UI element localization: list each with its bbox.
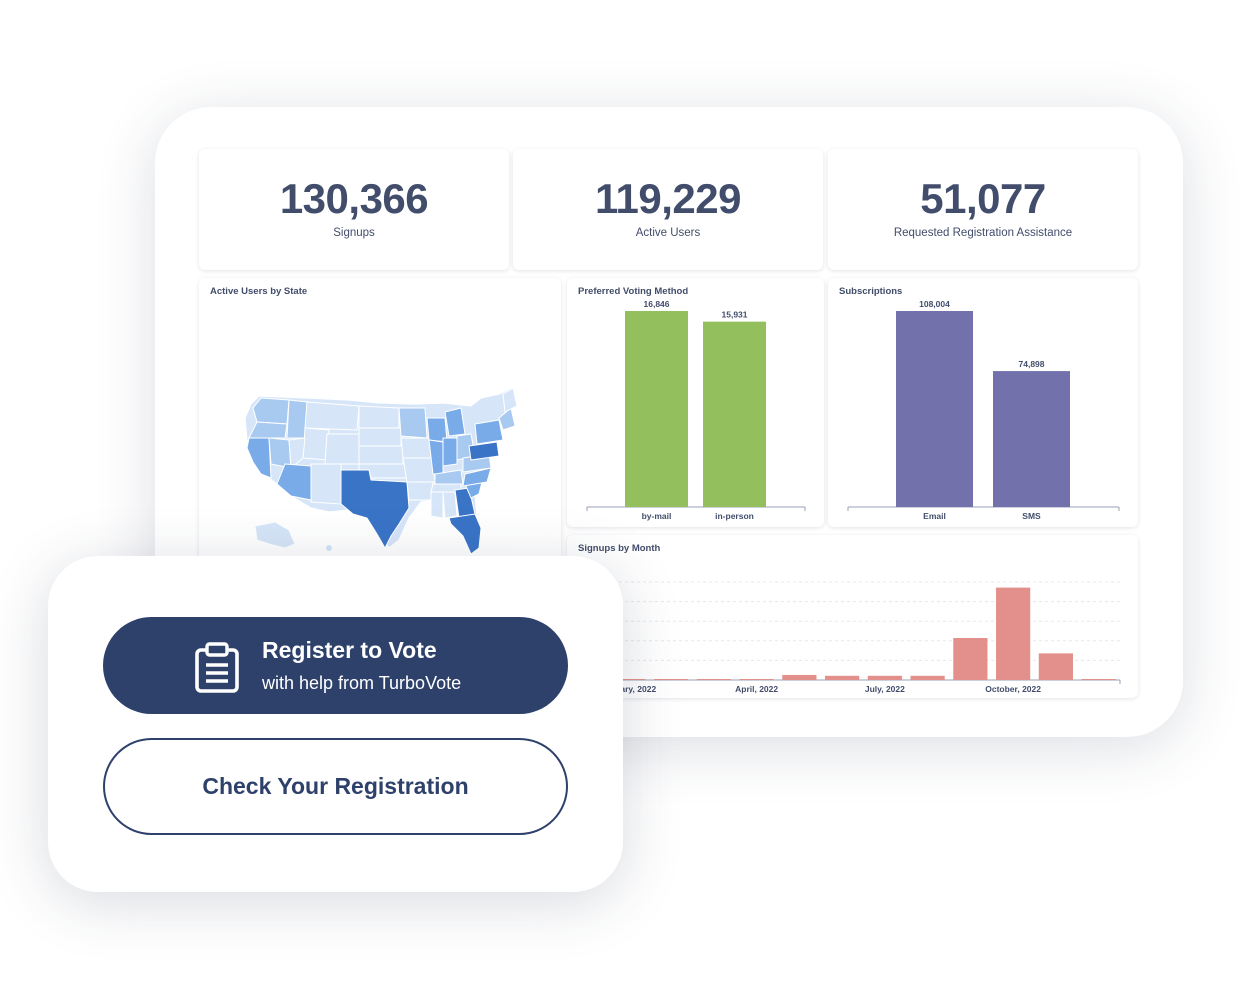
panel-title: Active Users by State [210,286,308,297]
check-registration-button[interactable]: Check Your Registration [103,738,568,835]
kpi-label: Active Users [635,227,701,239]
x-tick-label: SMS [1022,511,1041,521]
map-state [358,427,402,447]
map-state [324,433,360,465]
map-state [286,399,308,439]
signups-by-month-panel: Signups by Month 00000060,000January, 20… [567,535,1138,698]
map-state [304,401,360,431]
data-label: 74,898 [1019,359,1045,369]
map-state-florida [448,513,482,555]
map-state [442,437,458,467]
actions-card: Register to Vote with help from TurboVot… [48,556,623,892]
bar [611,679,646,680]
x-tick-label: January, 2022 [601,684,657,694]
clipboard-icon [192,641,242,698]
map-state [406,481,434,501]
kpi-active-users: 119,229 Active Users [513,149,823,270]
voting-method-chart: 16,846 by-mail 15,931 in-person [586,299,806,521]
map-state [502,387,518,413]
subscriptions-chart: 108,004 Email 74,898 SMS [847,299,1120,521]
map-state [288,437,306,470]
x-tick-label: July, 2022 [865,684,905,694]
x-tick-label: in-person [715,511,754,521]
map-state [246,437,272,479]
subscriptions-panel: Subscriptions 108,004 Email 74,898 SMS [828,278,1138,527]
map-state [462,467,492,487]
map-state [276,463,312,501]
bar [696,679,731,680]
bar [953,638,988,680]
voting-method-panel: Preferred Voting Method 16,846 by-mail 15,… [567,278,824,527]
map-state-pennsylvania [468,441,500,461]
map-state [402,457,436,483]
bar [739,679,774,680]
bar [1038,653,1073,680]
bar [825,675,860,680]
register-subtitle: with help from TurboVote [262,673,462,693]
register-title: Register to Vote [262,637,437,663]
map-state [398,407,428,439]
panel-title: Signups by Month [578,543,661,554]
bar [867,675,902,680]
x-tick-label: October, 2022 [985,684,1041,694]
map-state-alaska [254,521,296,549]
map-state [252,397,290,425]
data-label: 16,846 [644,299,670,309]
map-state [474,419,504,445]
bar [910,675,945,680]
x-tick-label: by-mail [642,511,672,521]
bar [782,674,817,680]
register-to-vote-button[interactable]: Register to Vote with help from TurboVot… [103,617,568,714]
panel-title: Preferred Voting Method [578,286,689,297]
x-tick-label: April, 2022 [735,684,778,694]
map-state [248,421,288,439]
us-choropleth-map [244,387,518,555]
bar [996,587,1031,680]
data-label: 108,004 [919,299,950,309]
kpi-value: 130,366 [279,175,429,222]
bar [993,371,1070,507]
data-label: 15,931 [722,310,748,320]
map-state [358,405,400,429]
map-state [400,437,432,459]
map-state [430,491,444,519]
kpi-signups: 130,366 Signups [199,149,509,270]
map-state-hawaii [326,545,332,551]
map-panel: Active Users by State [199,278,561,578]
map-state [310,463,342,505]
panel-title: Subscriptions [839,286,903,297]
kpi-value: 119,229 [594,175,742,222]
map-state [442,491,458,519]
bar [625,311,688,507]
map-state [268,437,292,469]
kpi-label: Signups [333,227,375,239]
kpi-value: 51,077 [920,175,1046,222]
x-tick-label: Email [923,511,946,521]
dashboard-card: 130,366 Signups 119,229 Active Users 51,… [155,107,1183,737]
map-state [358,445,404,465]
bar [654,679,689,680]
bar [703,321,766,507]
kpi-registration-assistance: 51,077 Requested Registration Assistance [828,149,1138,270]
kpi-label: Requested Registration Assistance [893,227,1073,239]
map-state [444,407,466,437]
bar [1081,679,1116,680]
bar [896,311,973,507]
map-state-texas [340,469,410,550]
